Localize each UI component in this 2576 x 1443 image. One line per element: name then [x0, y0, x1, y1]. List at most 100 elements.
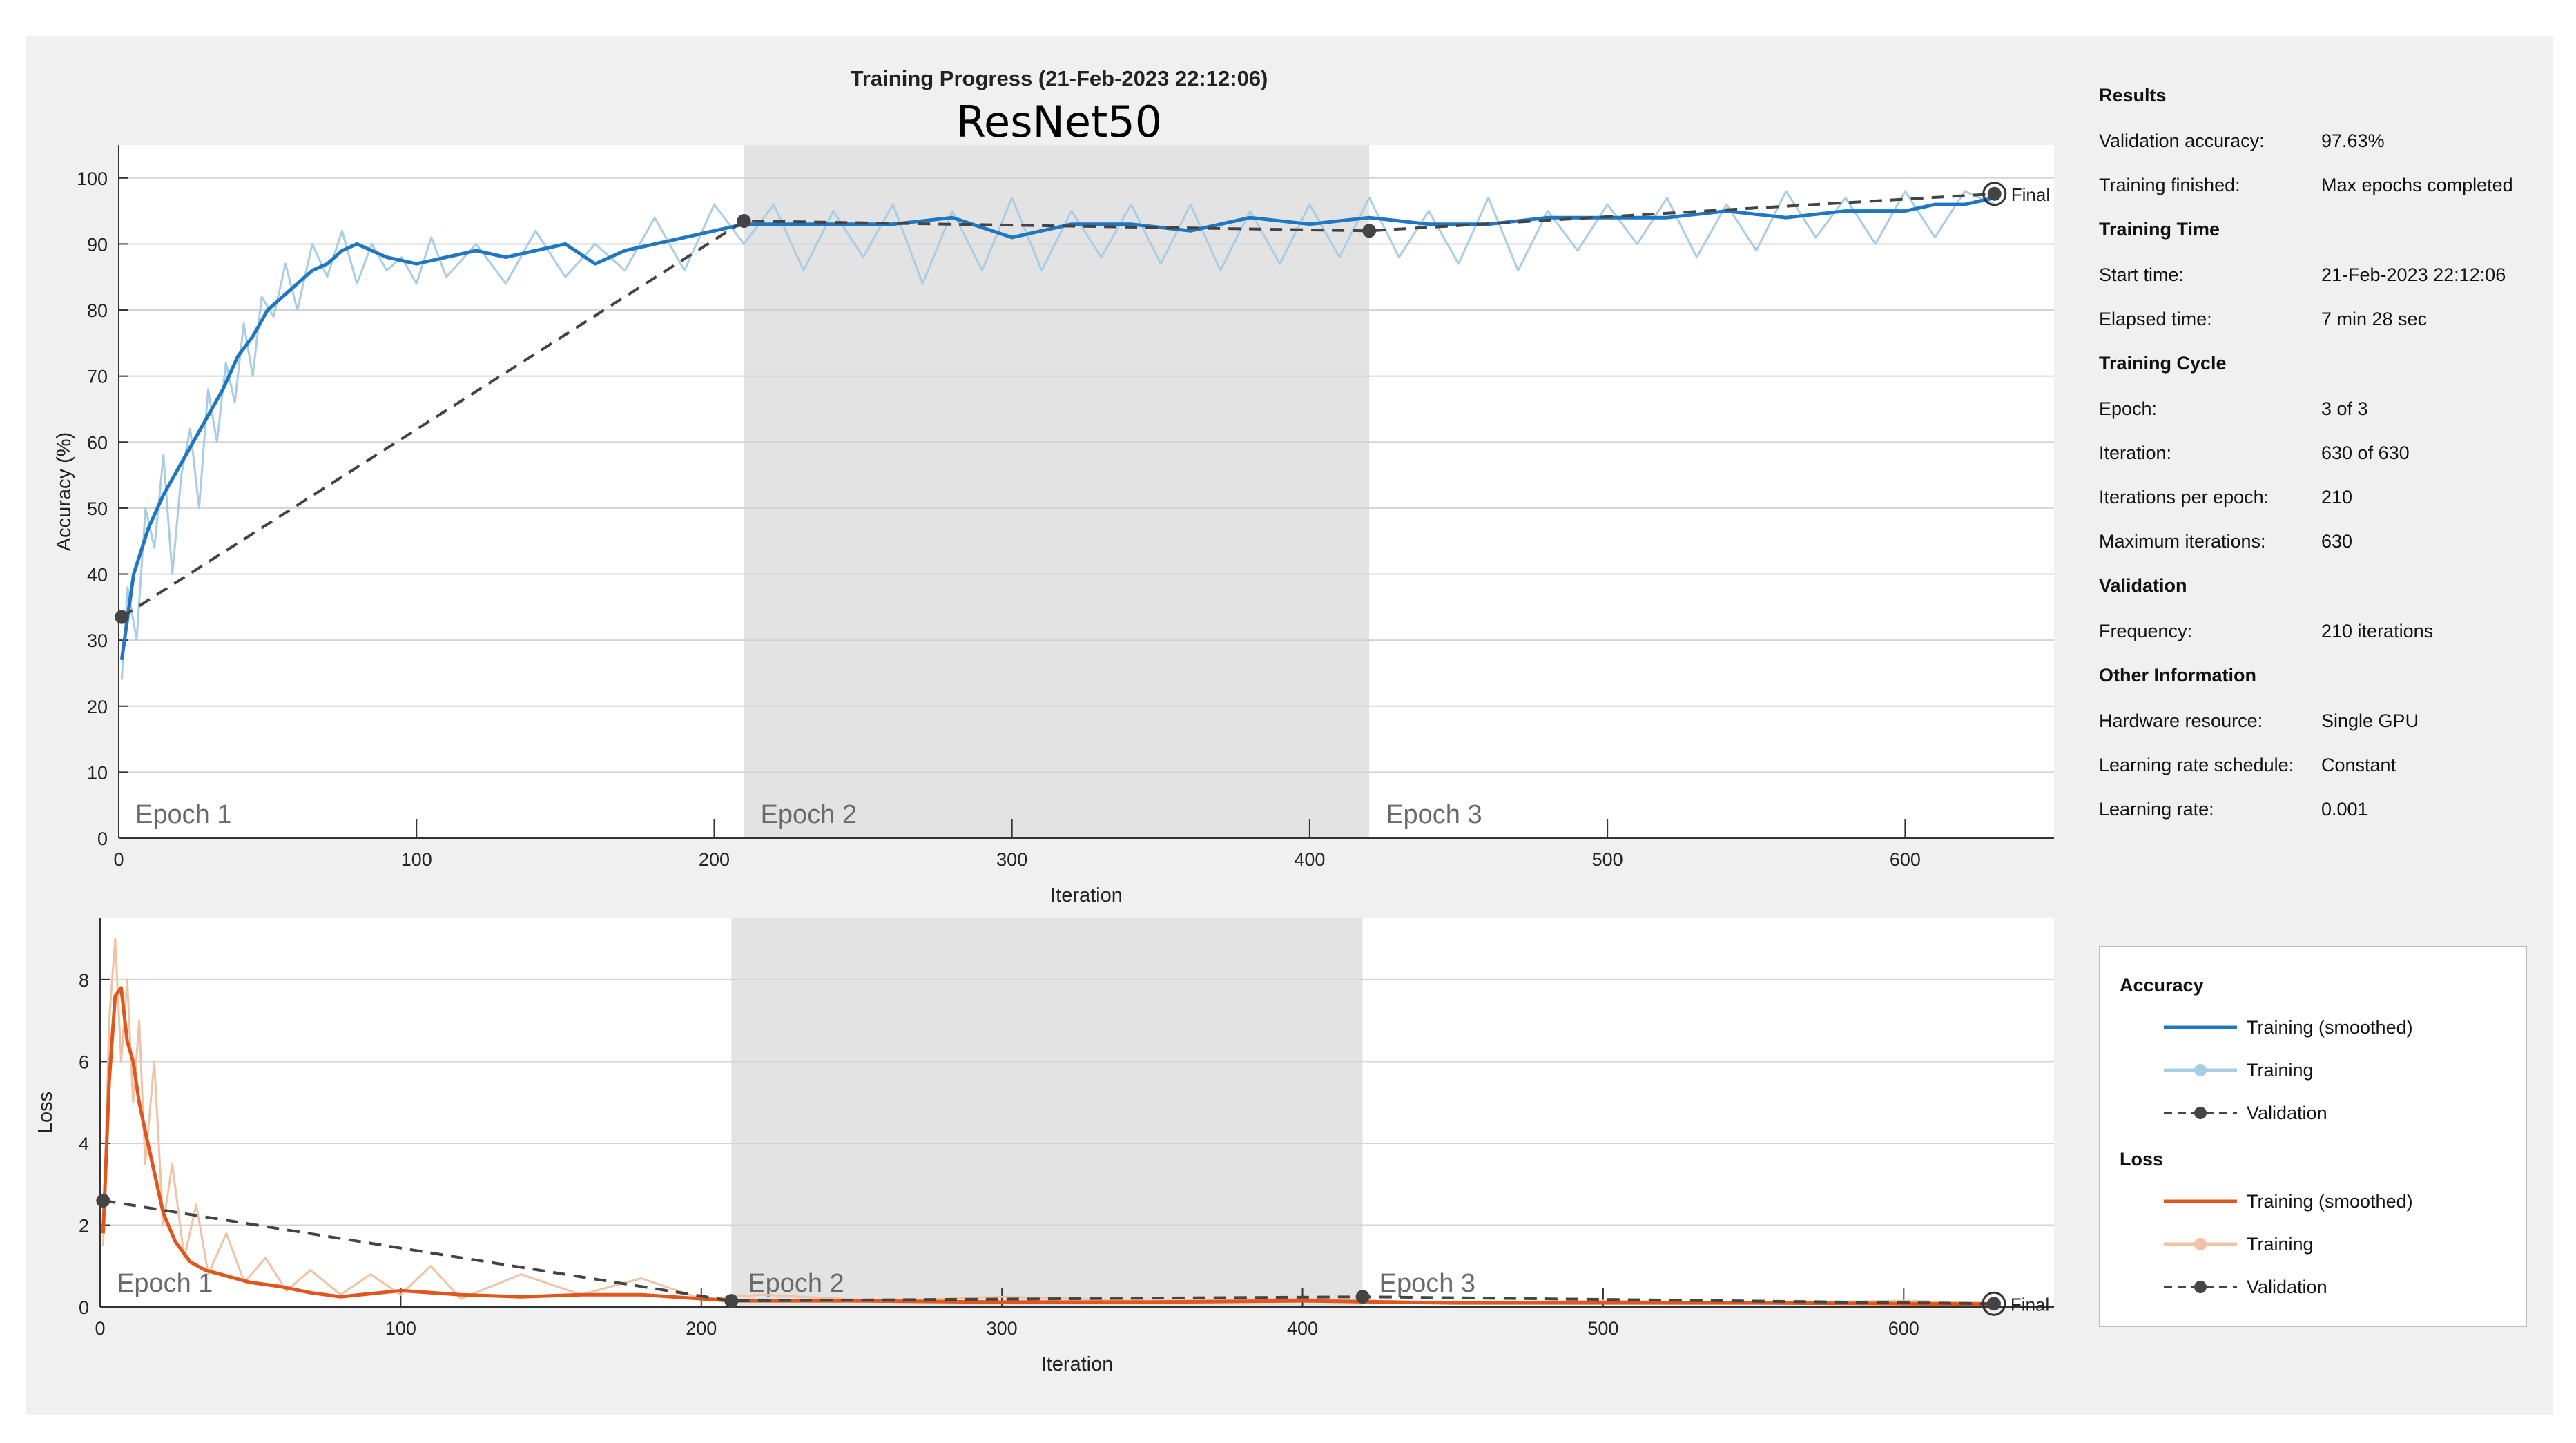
x-tick-label: 0: [95, 1318, 105, 1339]
y-tick-label: 70: [87, 367, 108, 387]
x-tick-label: 0: [113, 849, 124, 870]
info-label: Training finished:: [2099, 175, 2240, 195]
info-value: 97.63%: [2321, 130, 2385, 151]
x-tick-label: 200: [686, 1318, 717, 1339]
y-tick-label: 10: [87, 762, 108, 783]
info-label: Iterations per epoch:: [2099, 487, 2269, 507]
legend-label: Training (smoothed): [2247, 1190, 2413, 1212]
legend-item: Training (smoothed): [2162, 1188, 2413, 1215]
info-value: 7 min 28 sec: [2321, 309, 2428, 329]
info-label: Iteration:: [2099, 443, 2172, 463]
info-value: 0.001: [2321, 799, 2368, 820]
info-section-title: Training Time: [2099, 219, 2220, 240]
x-tick-label: 500: [1587, 1318, 1618, 1339]
validation-point: [1986, 1297, 2001, 1311]
info-section-title: Results: [2099, 85, 2167, 106]
y-tick-label: 6: [79, 1052, 89, 1072]
legend-item: Validation: [2162, 1099, 2327, 1127]
y-tick-label: 90: [87, 234, 108, 255]
legend-swatch: [2164, 1107, 2237, 1119]
info-label: Epoch:: [2099, 398, 2158, 419]
epoch-shade: [731, 918, 1363, 1307]
x-tick-label: 100: [385, 1318, 416, 1339]
info-label: Learning rate:: [2099, 799, 2214, 820]
info-value: 210 iterations: [2321, 621, 2434, 641]
y-tick-label: 8: [79, 970, 89, 991]
x-tick-label: 100: [401, 849, 432, 870]
info-row: Iteration: 630 of 630: [2099, 439, 2541, 483]
epoch-label: Epoch 1: [117, 1269, 213, 1298]
validation-point: [96, 1193, 110, 1208]
info-row: Start time: 21-Feb-2023 22:12:06: [2099, 261, 2541, 305]
x-tick-label: 300: [987, 1318, 1018, 1339]
epoch-label: Epoch 1: [135, 800, 231, 829]
legend-label: Training: [2247, 1233, 2314, 1255]
info-row: Learning rate: 0.001: [2099, 795, 2541, 840]
info-label: Elapsed time:: [2099, 309, 2212, 329]
legend-item: Training: [2162, 1056, 2314, 1084]
info-row: Hardware resource: Single GPU: [2099, 707, 2541, 751]
y-tick-label: 50: [87, 498, 108, 519]
legend-label: Training: [2247, 1059, 2314, 1081]
y-axis-label: Accuracy (%): [53, 432, 75, 551]
final-label: Final: [2011, 184, 2050, 205]
validation-point: [1987, 186, 2002, 201]
info-label: Start time:: [2099, 264, 2185, 285]
info-row: Maximum iterations: 630: [2099, 527, 2541, 572]
info-value: Single GPU: [2321, 710, 2419, 731]
legend-swatch: [2164, 1064, 2237, 1076]
info-value: Constant: [2321, 755, 2396, 775]
validation-point: [1362, 224, 1377, 238]
y-tick-label: 0: [97, 829, 108, 849]
validation-point: [724, 1294, 739, 1308]
info-label: Hardware resource:: [2099, 710, 2263, 731]
info-section-title: Training Cycle: [2099, 353, 2227, 374]
y-tick-label: 0: [79, 1297, 89, 1318]
legend-label: Validation: [2247, 1102, 2327, 1123]
x-tick-label: 300: [996, 849, 1027, 870]
x-axis-label: Iteration: [1041, 1353, 1114, 1375]
series-raw-line: [120, 190, 1995, 680]
final-marker: [1982, 182, 2007, 206]
figure-subtitle: ResNet50: [956, 97, 1163, 147]
final-label: Final: [2011, 1294, 2049, 1315]
info-section-title: Validation: [2099, 575, 2187, 596]
legend-box: Accuracy Training (smoothed) Training Valid…: [2099, 946, 2527, 1327]
y-tick-label: 60: [87, 432, 108, 453]
series-validation-line: [103, 1199, 1994, 1306]
x-tick-label: 400: [1294, 849, 1325, 870]
epoch-label: Epoch 2: [748, 1269, 844, 1298]
x-tick-label: 600: [1890, 849, 1921, 870]
series-raw-line: [101, 938, 1994, 1304]
legend-group-title: Accuracy: [2120, 975, 2204, 996]
y-tick-label: 40: [87, 565, 108, 585]
info-section-title: Other Information: [2099, 665, 2256, 686]
series-smoothed-line: [101, 986, 1994, 1306]
legend-label: Validation: [2247, 1276, 2327, 1297]
y-tick-label: 100: [77, 168, 108, 189]
info-value: 630 of 630: [2321, 443, 2410, 463]
epoch-shade: [744, 145, 1370, 838]
plot-accuracy: Epoch 1 Epoch 2 Epoch 3 0 10 20 30 40 50 60 70 80 90…: [53, 145, 2054, 907]
y-tick-label: 20: [87, 697, 108, 717]
info-row: Frequency: 210 iterations: [2099, 617, 2541, 661]
series-smoothed-line: [119, 196, 1995, 661]
epoch-label: Epoch 2: [761, 800, 857, 829]
final-marker: [1982, 1291, 2006, 1316]
legend-swatch: [2164, 1025, 2237, 1029]
epoch-label: Epoch 3: [1379, 1269, 1475, 1298]
x-tick-label: 600: [1888, 1318, 1919, 1339]
validation-point: [737, 213, 751, 228]
info-row: Learning rate schedule: Constant: [2099, 751, 2541, 795]
legend-item: Validation: [2162, 1273, 2327, 1301]
legend-swatch: [2164, 1199, 2237, 1203]
epoch-label: Epoch 3: [1386, 800, 1482, 829]
info-label: Maximum iterations:: [2099, 531, 2266, 552]
info-value: 630: [2321, 531, 2353, 552]
info-value: 210: [2321, 487, 2353, 507]
y-axis-label: Loss: [35, 1092, 57, 1134]
info-row: Training finished: Max epochs completed: [2099, 171, 2541, 215]
info-label: Learning rate schedule:: [2099, 755, 2294, 775]
plot-loss: Epoch 1 Epoch 2 Epoch 3 0 2 4 6 8 0 100 200 300 400 5…: [35, 918, 2054, 1375]
